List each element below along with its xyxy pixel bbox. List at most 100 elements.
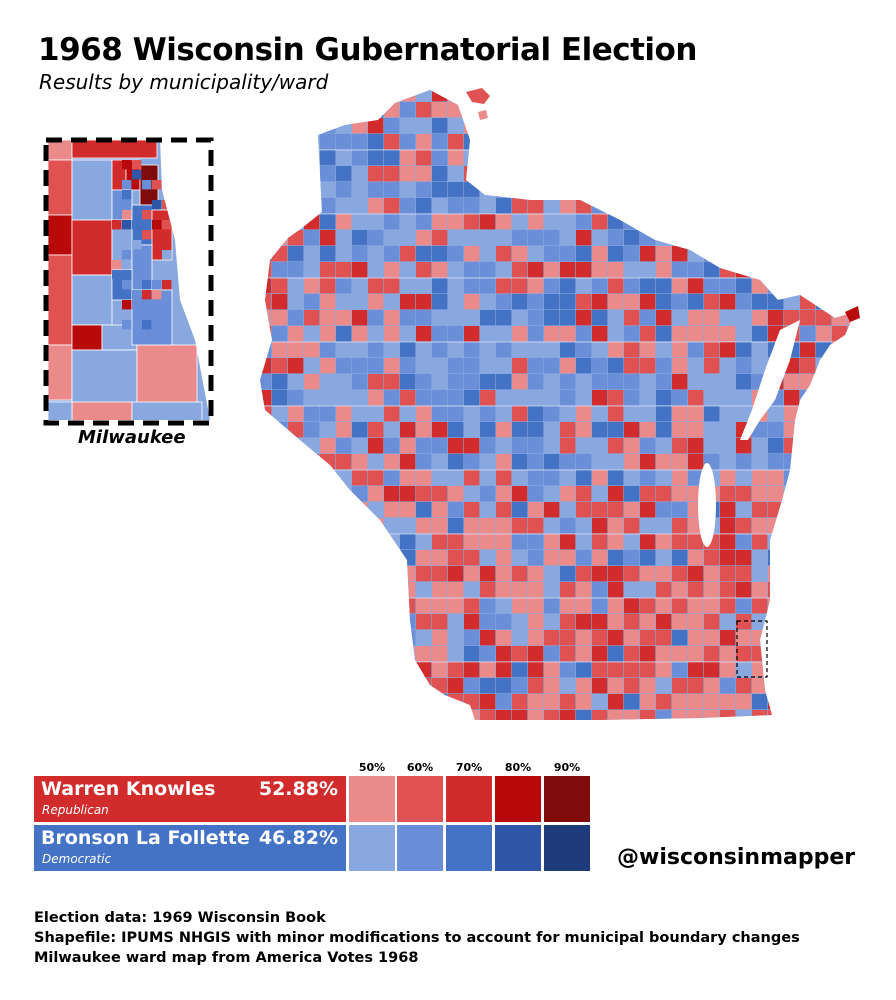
municipality-cell [352, 646, 368, 662]
municipality-cell [528, 710, 544, 720]
municipality-cell [704, 358, 720, 374]
ward-cell [142, 180, 152, 190]
ward-cell [132, 300, 142, 310]
municipality-cell [432, 438, 448, 454]
municipality-cell [352, 90, 368, 102]
municipality-cell [816, 630, 832, 646]
municipality-cell [304, 678, 320, 694]
municipality-cell [448, 342, 464, 358]
municipality-cell [400, 230, 416, 246]
municipality-cell [752, 134, 768, 150]
municipality-cell [736, 134, 752, 150]
municipality-cell [320, 326, 336, 342]
municipality-cell [672, 246, 688, 262]
municipality-cell [352, 326, 368, 342]
municipality-cell [352, 694, 368, 710]
municipality-cell [304, 166, 320, 182]
municipality-cell [624, 662, 640, 678]
municipality-cell [848, 134, 855, 150]
municipality-cell [528, 198, 544, 214]
municipality-cell [416, 614, 432, 630]
dem-swatch-50 [349, 825, 395, 871]
municipality-cell [640, 710, 656, 720]
municipality-cell [768, 710, 784, 720]
municipality-cell [400, 470, 416, 486]
municipality-cell [512, 422, 528, 438]
municipality-cell [800, 262, 816, 278]
municipality-cell [736, 262, 752, 278]
municipality-cell [480, 150, 496, 166]
municipality-cell [624, 118, 640, 134]
municipality-cell [736, 486, 752, 502]
municipality-cell [640, 230, 656, 246]
municipality-cell [832, 230, 848, 246]
municipality-cell [464, 598, 480, 614]
municipality-cell [608, 310, 624, 326]
municipality-cell [528, 598, 544, 614]
municipality-cell [512, 150, 528, 166]
municipality-cell [832, 502, 848, 518]
municipality-cell [352, 390, 368, 406]
municipality-cell [544, 518, 560, 534]
municipality-cell [752, 310, 768, 326]
municipality-cell [368, 198, 384, 214]
municipality-cell [736, 710, 752, 720]
municipality-cell [368, 166, 384, 182]
municipality-cell [496, 294, 512, 310]
municipality-cell [272, 150, 288, 166]
ward-cell [152, 180, 162, 190]
municipality-cell [720, 294, 736, 310]
municipality-cell [368, 662, 384, 678]
municipality-cell [576, 102, 592, 118]
municipality-cell [512, 198, 528, 214]
municipality-cell [432, 182, 448, 198]
municipality-cell [272, 102, 288, 118]
municipality-cell [848, 550, 855, 566]
municipality-cell [400, 454, 416, 470]
municipality-cell [384, 406, 400, 422]
municipality-cell [736, 326, 752, 342]
municipality-cell [656, 422, 672, 438]
municipality-cell [512, 230, 528, 246]
municipality-cell [448, 598, 464, 614]
municipality-cell [704, 598, 720, 614]
municipality-cell [624, 90, 640, 102]
municipality-cell [848, 326, 855, 342]
municipality-cell [672, 134, 688, 150]
municipality-cell [320, 182, 336, 198]
municipality-cell [768, 486, 784, 502]
municipality-cell [704, 342, 720, 358]
municipality-cell [384, 102, 400, 118]
municipality-cell [672, 454, 688, 470]
municipality-cell [368, 214, 384, 230]
municipality-cell [496, 342, 512, 358]
municipality-cell [848, 278, 855, 294]
municipality-cell [720, 422, 736, 438]
municipality-cell [304, 646, 320, 662]
municipality-cell [416, 710, 432, 720]
municipality-cell [480, 374, 496, 390]
municipality-cell [304, 390, 320, 406]
municipality-cell [608, 454, 624, 470]
municipality-cell [768, 598, 784, 614]
municipality-cell [656, 358, 672, 374]
municipality-cell [576, 566, 592, 582]
municipality-cell [512, 166, 528, 182]
municipality-cell [848, 342, 855, 358]
municipality-cell [832, 406, 848, 422]
municipality-cell [448, 518, 464, 534]
municipality-cell [576, 230, 592, 246]
municipality-cell [496, 710, 512, 720]
municipality-cell [528, 326, 544, 342]
municipality-cell [624, 198, 640, 214]
municipality-cell [528, 566, 544, 582]
municipality-cell [464, 630, 480, 646]
municipality-cell [704, 278, 720, 294]
municipality-cell [416, 310, 432, 326]
municipality-cell [704, 694, 720, 710]
municipality-cell [336, 502, 352, 518]
municipality-cell [704, 310, 720, 326]
municipality-cell [448, 134, 464, 150]
municipality-cell [624, 694, 640, 710]
municipality-cell [384, 614, 400, 630]
